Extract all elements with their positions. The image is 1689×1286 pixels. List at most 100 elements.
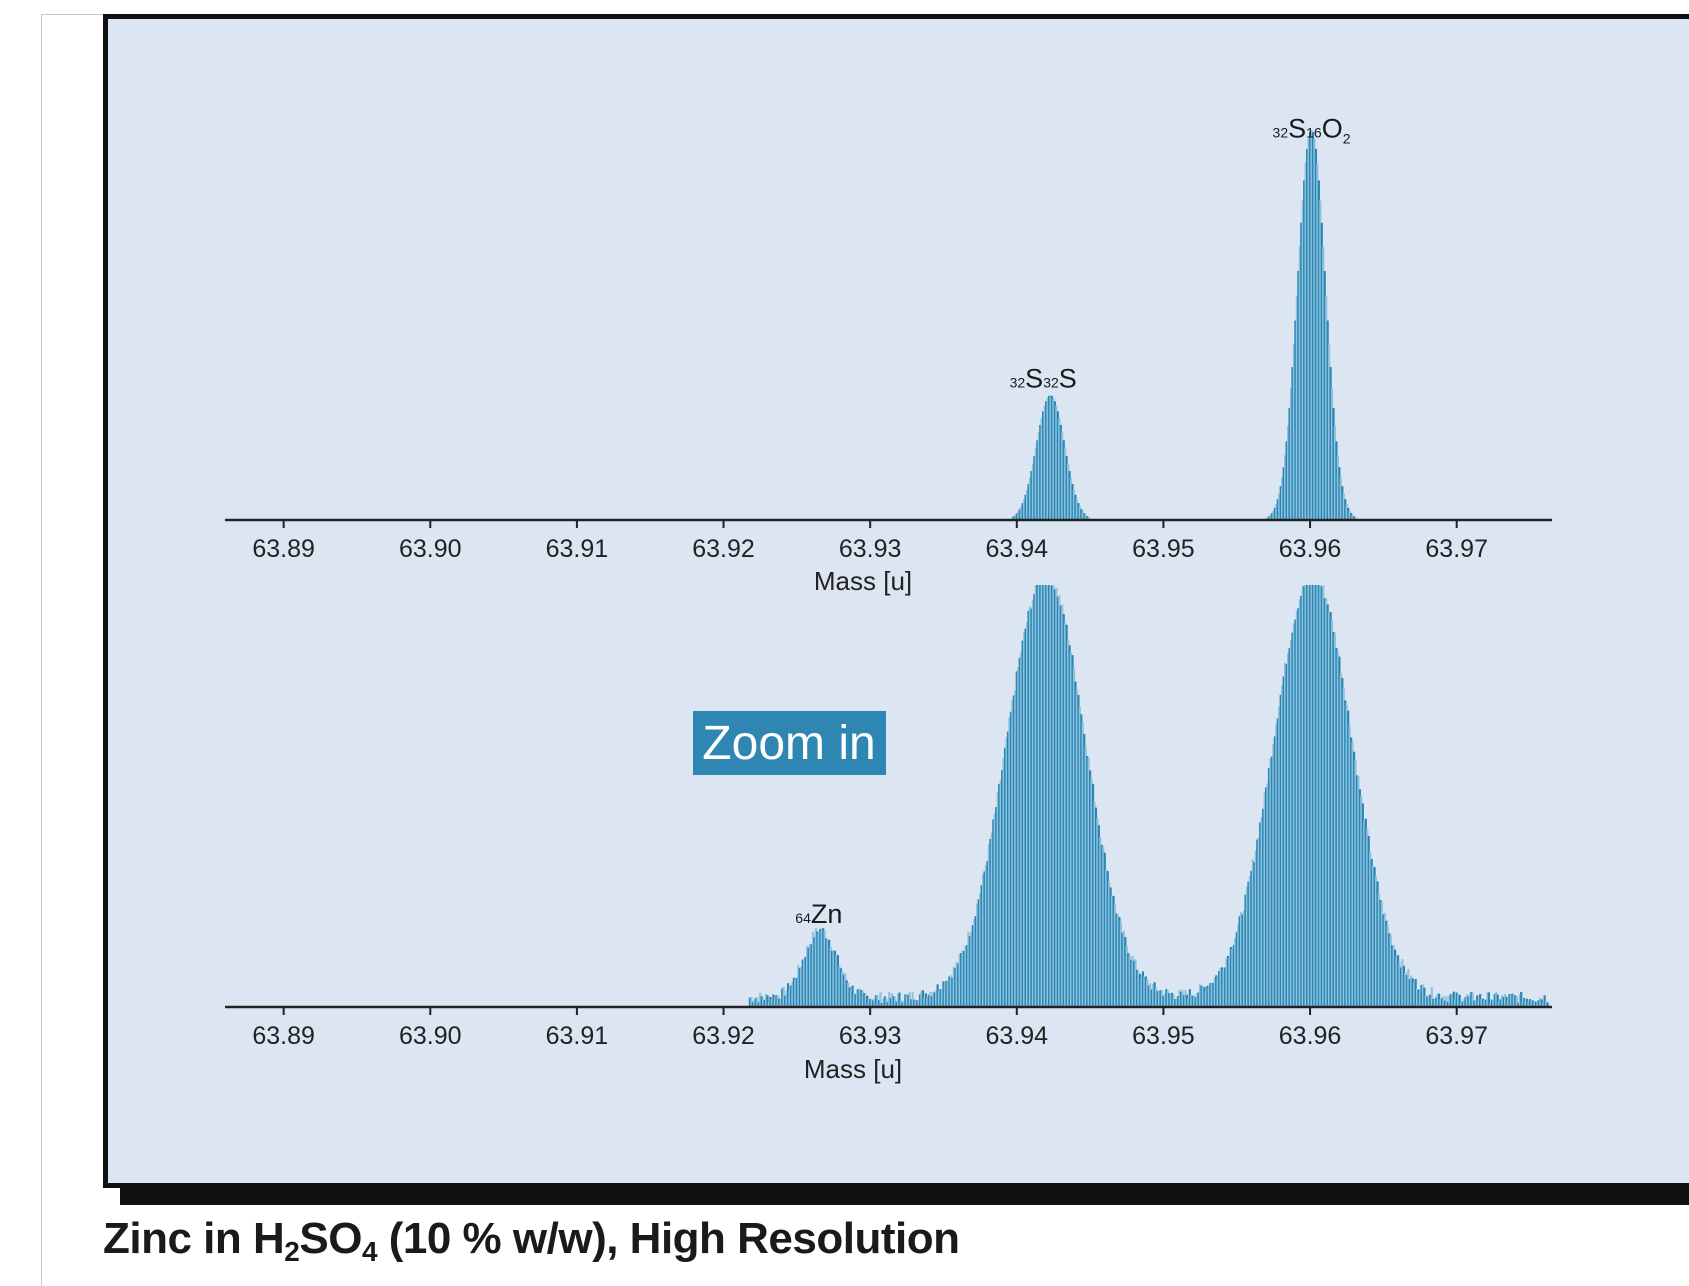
spectrum-bar	[1421, 984, 1425, 1007]
spectrum-bar	[1105, 869, 1108, 1007]
spectrum-bar	[1281, 685, 1284, 1007]
spectrum-bar	[1089, 770, 1092, 1007]
figure-caption: Zinc in H2SO4 (10 % w/w), High Resolutio…	[103, 1214, 960, 1266]
spectrum-bar	[816, 931, 819, 1007]
spectrum-bar	[1036, 440, 1039, 520]
spectrum-bar	[1435, 997, 1438, 1007]
spectrum-bar	[1270, 513, 1274, 520]
spectrum-bar	[1276, 718, 1279, 1007]
spectrum-bar	[1308, 132, 1312, 520]
spectrum-bar	[959, 953, 963, 1007]
spectrum-bar	[1194, 997, 1197, 1007]
caption-mid: SO	[299, 1214, 362, 1263]
spectrum-bar	[784, 995, 787, 1007]
spectrum-bar	[1219, 967, 1222, 1007]
spectrum-bar	[1042, 411, 1045, 520]
spectrum-bar	[1486, 992, 1489, 1007]
x-tick-label: 63.97	[1425, 1022, 1488, 1050]
spectrum-bar	[1100, 845, 1103, 1007]
spectrum-bar	[951, 977, 954, 1007]
spectrum-bar	[1263, 792, 1266, 1007]
spectrum-bar	[1086, 516, 1089, 520]
spectrum-bar	[1298, 246, 1301, 521]
spectrum-bar	[1166, 990, 1169, 1007]
spectrum-bar	[763, 999, 766, 1007]
spectrum-bar	[962, 951, 966, 1007]
spectrum-bar	[1323, 271, 1326, 520]
spectrum-bar	[857, 989, 860, 1007]
spectrum-bar	[1061, 604, 1064, 1007]
spectrum-bar	[1112, 896, 1115, 1007]
spectrum-bar	[839, 968, 842, 1007]
spectrum-bar	[1508, 993, 1511, 1007]
spectrum-bar	[1366, 829, 1369, 1007]
spectrum-bar	[1320, 586, 1323, 1007]
x-tick-label: 63.89	[252, 1022, 315, 1050]
spectrum-bar	[1267, 767, 1271, 1007]
spectrum-bar	[1311, 132, 1315, 520]
spectrum-bar	[1135, 969, 1139, 1007]
spectrum-bar	[810, 944, 813, 1007]
spectrum-bar	[1521, 1001, 1524, 1007]
spectrum-bar	[825, 938, 828, 1007]
spectrum-bar	[1342, 688, 1345, 1007]
spectrum-bar	[1226, 955, 1230, 1007]
spectrum-bar	[954, 967, 957, 1007]
spectrum-bar	[1411, 978, 1414, 1007]
spectrum-bar	[1307, 585, 1310, 1007]
spectrum-bar	[1128, 955, 1131, 1007]
spectrum-bar	[1031, 599, 1035, 1007]
spectrum-bar	[1297, 608, 1300, 1007]
spectrum-bar	[1137, 971, 1140, 1007]
spectrum-bar	[1281, 477, 1284, 520]
spectrum-bar	[989, 838, 992, 1007]
spectrum-bar	[1241, 914, 1244, 1007]
spectrum-bar	[776, 995, 779, 1007]
spectrum-bar	[1062, 614, 1065, 1007]
spectrum-bar	[1176, 996, 1180, 1007]
spectrum-bar	[1188, 989, 1191, 1007]
spectrum-bar	[1071, 655, 1074, 1007]
spectrum-bar	[1369, 851, 1372, 1007]
spectrum-bar	[1250, 870, 1253, 1007]
spectrum-bar	[1174, 999, 1177, 1007]
spectrum-bar	[986, 860, 989, 1007]
spectrum-bar	[1514, 995, 1517, 1007]
spectrum-bar	[917, 1000, 920, 1007]
spectrum-bar	[1077, 503, 1080, 520]
spectrum-bar	[876, 994, 879, 1007]
spectrum-bar	[1292, 344, 1296, 520]
spectrum-bar	[1481, 998, 1485, 1007]
spectrum-bar	[1416, 988, 1419, 1007]
spectrum-bar	[1332, 631, 1335, 1007]
spectrum-bar	[983, 871, 986, 1007]
spectrum-bar	[1055, 587, 1058, 1007]
spectrum-bar	[935, 990, 938, 1007]
spectrum-bar	[1006, 731, 1010, 1007]
spectrum-bar	[1115, 913, 1118, 1007]
spectrum-bar	[910, 999, 913, 1007]
spectrum-bar	[992, 819, 995, 1007]
spectrum-bar	[1091, 783, 1095, 1007]
spectrum-bar	[1181, 989, 1184, 1007]
spectrum-bar	[1452, 991, 1455, 1007]
spectrum-bar	[1385, 920, 1388, 1007]
spectrum-bar	[748, 997, 752, 1007]
spectrum-bar	[1269, 514, 1272, 520]
x-tick-label: 63.97	[1425, 535, 1488, 563]
x-tick-label: 63.95	[1132, 1022, 1195, 1050]
spectrum-bar	[1325, 295, 1328, 520]
spectrum-bar	[1020, 506, 1023, 520]
spectrum-bar	[798, 968, 801, 1007]
spectrum-bar	[1078, 706, 1081, 1007]
spectrum-bar	[764, 994, 768, 1007]
spectrum-bar	[984, 865, 988, 1007]
spectrum-bar	[836, 955, 840, 1007]
spectrum-bar	[1248, 875, 1252, 1007]
spectrum-bar	[1289, 388, 1293, 520]
spectrum-bar	[1462, 999, 1466, 1007]
spectrum-bar	[1326, 320, 1329, 520]
spectrum-bar	[1229, 947, 1232, 1007]
spectrum-bar	[1023, 632, 1026, 1007]
spectrum-bar	[904, 994, 907, 1007]
